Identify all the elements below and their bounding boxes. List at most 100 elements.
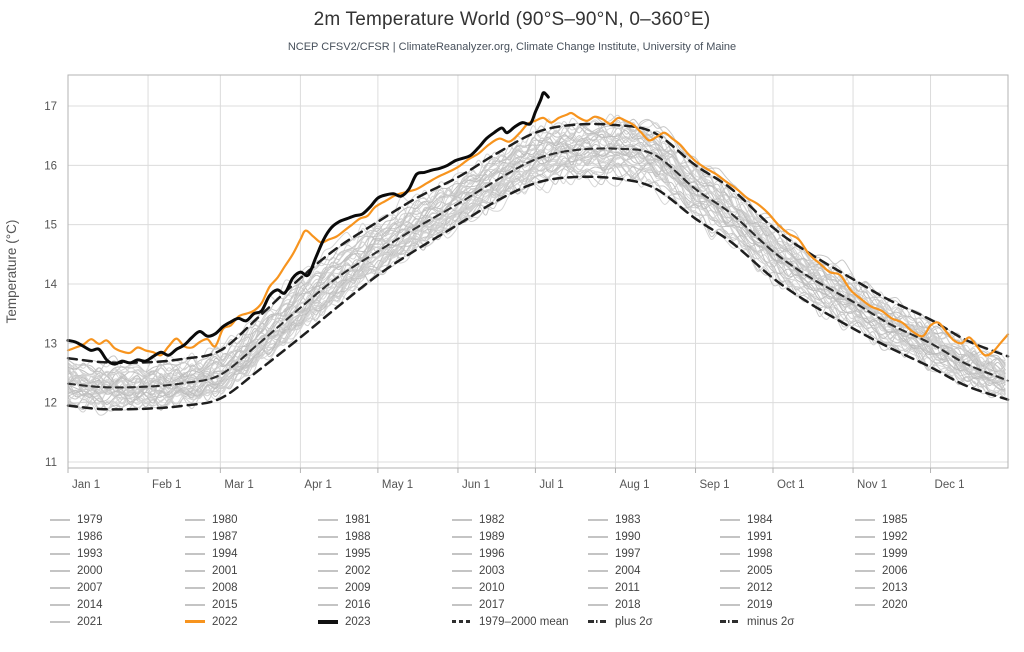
legend-swatch-line <box>720 569 740 572</box>
legend-label: 1994 <box>212 547 238 560</box>
legend-swatch-line <box>855 535 875 538</box>
legend-swatch-line <box>855 586 875 589</box>
legend-item-1984[interactable]: 1984 <box>720 511 855 528</box>
legend-label: 2013 <box>882 581 908 594</box>
legend-item-minus-2-[interactable]: minus 2σ <box>720 613 855 630</box>
legend-swatch-line <box>452 620 472 623</box>
legend-item-1987[interactable]: 1987 <box>185 528 318 545</box>
x-tick-label: Jul 1 <box>539 479 563 491</box>
legend-label: 1993 <box>77 547 103 560</box>
legend-item-2014[interactable]: 2014 <box>50 596 185 613</box>
legend-item-2012[interactable]: 2012 <box>720 579 855 596</box>
series-2001-line <box>67 143 1006 392</box>
legend-item-2023[interactable]: 2023 <box>318 613 452 630</box>
x-tick-label: Feb 1 <box>152 479 181 491</box>
legend-swatch-line <box>50 620 70 623</box>
series-2004-line <box>67 143 1006 394</box>
legend-item-2007[interactable]: 2007 <box>50 579 185 596</box>
legend-swatch-line <box>720 518 740 521</box>
legend-label: 2021 <box>77 615 103 628</box>
legend-item-2001[interactable]: 2001 <box>185 562 318 579</box>
legend-label: 2016 <box>345 598 371 611</box>
legend-item-1979[interactable]: 1979 <box>50 511 185 528</box>
legend-swatch-line <box>452 552 472 555</box>
legend-label: 2015 <box>212 598 238 611</box>
legend-label: 1996 <box>479 547 505 560</box>
legend-item-1999[interactable]: 1999 <box>855 545 975 562</box>
legend-item-1990[interactable]: 1990 <box>588 528 720 545</box>
legend-item-1998[interactable]: 1998 <box>720 545 855 562</box>
legend-swatch-line <box>50 518 70 521</box>
legend-item-1988[interactable]: 1988 <box>318 528 452 545</box>
legend-item-1992[interactable]: 1992 <box>855 528 975 545</box>
series-1989-line <box>67 157 1006 397</box>
legend-item-1985[interactable]: 1985 <box>855 511 975 528</box>
legend-item-plus-2-[interactable]: plus 2σ <box>588 613 720 630</box>
legend-label: 2014 <box>77 598 103 611</box>
legend-label: 2005 <box>747 564 773 577</box>
legend-swatch-line <box>588 603 608 606</box>
series-1988-line <box>67 155 1006 397</box>
legend-item-2000[interactable]: 2000 <box>50 562 185 579</box>
legend-item-2015[interactable]: 2015 <box>185 596 318 613</box>
legend-swatch-line <box>185 620 205 623</box>
legend-item-1995[interactable]: 1995 <box>318 545 452 562</box>
legend-swatch-line <box>318 603 338 606</box>
legend-item-1989[interactable]: 1989 <box>452 528 588 545</box>
legend-label: 2017 <box>479 598 505 611</box>
legend-item-2008[interactable]: 2008 <box>185 579 318 596</box>
legend-item-2020[interactable]: 2020 <box>855 596 975 613</box>
legend-swatch-line <box>318 552 338 555</box>
legend-item-2019[interactable]: 2019 <box>720 596 855 613</box>
legend-item-2021[interactable]: 2021 <box>50 613 185 630</box>
series-1995-line <box>67 142 1006 400</box>
legend-label: 1995 <box>345 547 371 560</box>
y-tick-label: 11 <box>45 457 57 469</box>
legend-item-1997[interactable]: 1997 <box>588 545 720 562</box>
legend-item-2017[interactable]: 2017 <box>452 596 588 613</box>
legend-item-1980[interactable]: 1980 <box>185 511 318 528</box>
legend-label: 1983 <box>615 513 641 526</box>
legend-item-2022[interactable]: 2022 <box>185 613 318 630</box>
legend-item-2010[interactable]: 2010 <box>452 579 588 596</box>
legend-item-1983[interactable]: 1983 <box>588 511 720 528</box>
legend-item-1996[interactable]: 1996 <box>452 545 588 562</box>
legend-item-1994[interactable]: 1994 <box>185 545 318 562</box>
legend-swatch-line <box>452 569 472 572</box>
legend-item-1979-2000-mean[interactable]: 1979–2000 mean <box>452 613 588 630</box>
legend-item-2004[interactable]: 2004 <box>588 562 720 579</box>
x-tick-label: Mar 1 <box>224 479 253 491</box>
legend-item-2003[interactable]: 2003 <box>452 562 588 579</box>
y-axis-title: Temperature (°C) <box>4 220 19 324</box>
legend-swatch-line <box>855 552 875 555</box>
legend-label: 1997 <box>615 547 641 560</box>
legend-swatch-line <box>588 569 608 572</box>
legend-item-2016[interactable]: 2016 <box>318 596 452 613</box>
legend-label: 2004 <box>615 564 641 577</box>
legend-item-2006[interactable]: 2006 <box>855 562 975 579</box>
legend-swatch-line <box>720 535 740 538</box>
legend-item-2011[interactable]: 2011 <box>588 579 720 596</box>
legend-item-1986[interactable]: 1986 <box>50 528 185 545</box>
legend-swatch-line <box>720 603 740 606</box>
series-2015-line <box>67 132 1006 383</box>
legend-label: plus 2σ <box>615 615 653 628</box>
legend-item-1982[interactable]: 1982 <box>452 511 588 528</box>
legend-label: 1984 <box>747 513 773 526</box>
legend-item-2013[interactable]: 2013 <box>855 579 975 596</box>
legend-item-2005[interactable]: 2005 <box>720 562 855 579</box>
legend-item-1981[interactable]: 1981 <box>318 511 452 528</box>
x-tick-label: Dec 1 <box>935 479 965 491</box>
legend-item-2009[interactable]: 2009 <box>318 579 452 596</box>
legend-item-1991[interactable]: 1991 <box>720 528 855 545</box>
x-tick-label: Sep 1 <box>700 479 730 491</box>
legend-label: 1999 <box>882 547 908 560</box>
series-1985-line <box>67 152 1006 410</box>
legend-item-2002[interactable]: 2002 <box>318 562 452 579</box>
legend-swatch-line <box>588 552 608 555</box>
x-tick-label: Nov 1 <box>857 479 887 491</box>
legend-item-1993[interactable]: 1993 <box>50 545 185 562</box>
y-tick-label: 12 <box>44 398 57 410</box>
legend-label: 2010 <box>479 581 505 594</box>
legend-item-2018[interactable]: 2018 <box>588 596 720 613</box>
